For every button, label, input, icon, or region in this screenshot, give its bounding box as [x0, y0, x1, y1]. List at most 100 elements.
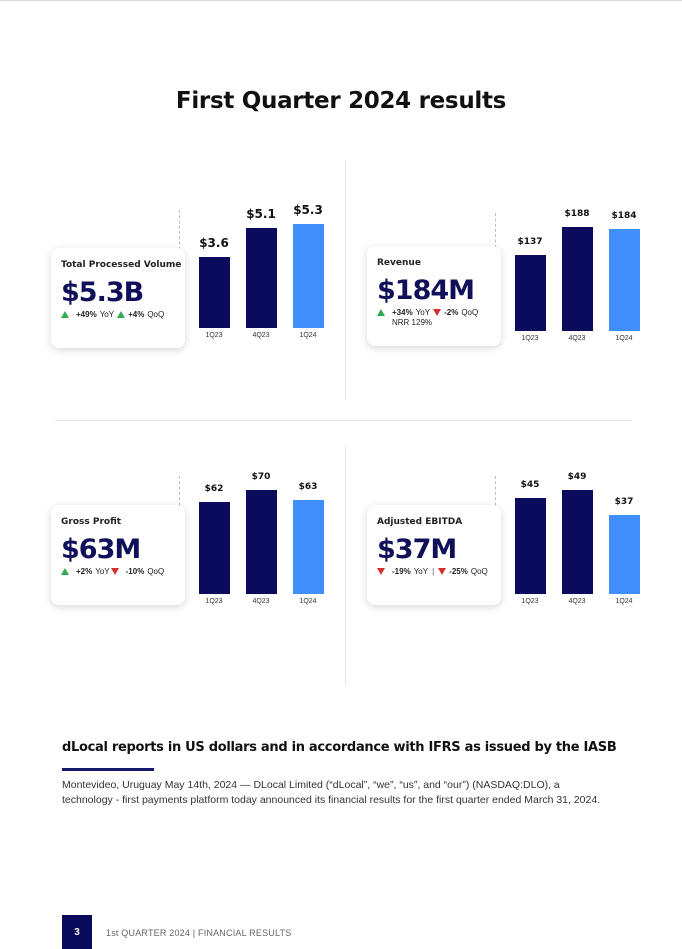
kpi-card: Gross Profit $63M +2% YoY -10% QoQ: [51, 505, 185, 605]
kpi-value: $37M: [377, 534, 457, 565]
separator: |: [432, 566, 435, 576]
qoq-label: QoQ: [470, 566, 488, 576]
kpi-changes: +2% YoY -10% QoQ: [61, 567, 175, 576]
yoy-label: YoY: [99, 309, 115, 319]
kpi-label: Total Processed Volume: [61, 260, 182, 270]
triangle-down-icon: [433, 308, 442, 316]
kpi-card: Adjusted EBITDA $37M -19% YoY | -25% QoQ: [367, 505, 501, 605]
yoy-label: YoY: [415, 307, 431, 317]
kpi-panel-revenue: Revenue $184M +34% YoY -2% QoQ NRR 129% …: [367, 201, 667, 421]
bar-category-label: 4Q23: [568, 335, 586, 342]
panel-dash: [495, 476, 496, 516]
bar-chart-adjusted-ebitda: $45 $49 $37 1Q23 4Q23 1Q24: [515, 464, 675, 664]
bar-category-label: 1Q24: [615, 335, 633, 342]
bar-chart-gross-profit: $62 $70 $63 1Q23 4Q23 1Q24: [199, 464, 359, 664]
bar-value-label: $5.1: [246, 207, 276, 221]
triangle-down-icon: [377, 567, 385, 575]
yoy-label: YoY: [95, 566, 110, 576]
bar-1q24: [609, 515, 640, 594]
kpi-panel-adjusted-ebitda: Adjusted EBITDA $37M -19% YoY | -25% QoQ…: [367, 464, 667, 684]
intro-paragraph: Montevideo, Uruguay May 14th, 2024 — DLo…: [62, 779, 601, 806]
bar-1q23: [199, 502, 230, 594]
bar-value-label: $184: [611, 211, 637, 221]
bar-value-label: $70: [251, 472, 271, 482]
triangle-up-icon: [61, 310, 69, 318]
yoy-value: +2%: [76, 566, 93, 576]
panel-dash: [179, 210, 180, 250]
bar-category-label: 1Q24: [299, 332, 317, 339]
kpi-card: Revenue $184M +34% YoY -2% QoQ NRR 129%: [367, 246, 501, 346]
yoy-value: +34%: [392, 307, 413, 317]
kpi-label: Revenue: [377, 258, 421, 268]
bar-1q24: [293, 224, 324, 328]
bar-category-label: 1Q24: [615, 598, 633, 605]
yoy-value: -19%: [392, 566, 411, 576]
triangle-down-icon: [110, 567, 119, 575]
bar-value-label: $5.3: [293, 203, 323, 217]
kpi-value: $63M: [61, 534, 141, 565]
bar-category-label: 4Q23: [568, 598, 586, 605]
bar-4q23: [246, 228, 277, 328]
triangle-up-icon: [117, 310, 126, 318]
kpi-value: $5.3B: [61, 277, 144, 308]
kpi-changes: -19% YoY | -25% QoQ: [377, 567, 491, 576]
page-title: First Quarter 2024 results: [175, 88, 507, 114]
bar-category-label: 4Q23: [252, 332, 270, 339]
kpi-label: Gross Profit: [61, 517, 122, 527]
bar-category-label: 1Q23: [521, 598, 539, 605]
page-number: 3: [62, 915, 92, 949]
bar-1q23: [515, 255, 546, 331]
kpi-changes: +49% YoY +4% QoQ: [61, 310, 175, 319]
nrr-label: NRR 129%: [392, 317, 433, 327]
bar-value-label: $188: [564, 209, 590, 219]
qoq-value: +4%: [128, 309, 145, 319]
vertical-divider-bottom: [345, 445, 346, 685]
kpi-panel-gross-profit: Gross Profit $63M +2% YoY -10% QoQ $62 $…: [51, 464, 351, 684]
bar-category-label: 1Q23: [521, 335, 539, 342]
bar-1q23: [199, 257, 230, 328]
bar-value-label: $49: [567, 472, 587, 482]
qoq-label: QoQ: [147, 566, 165, 576]
kpi-changes: +34% YoY -2% QoQ: [377, 308, 491, 317]
triangle-up-icon: [377, 308, 385, 316]
qoq-value: -2%: [444, 307, 459, 317]
kpi-panel-tpv: Total Processed Volume $5.3B +49% YoY +4…: [51, 198, 351, 418]
bar-value-label: $37: [614, 497, 634, 507]
horizontal-divider: [55, 420, 632, 421]
kpi-card: Total Processed Volume $5.3B +49% YoY +4…: [51, 248, 185, 348]
bar-4q23: [246, 490, 277, 594]
bar-category-label: 4Q23: [252, 598, 270, 605]
vertical-divider-top: [345, 160, 346, 400]
qoq-label: QoQ: [461, 307, 479, 317]
bar-chart-tpv: $3.6 $5.1 $5.3 1Q23 4Q23 1Q24: [199, 198, 359, 398]
yoy-value: +49%: [76, 309, 97, 319]
bar-value-label: $45: [520, 480, 540, 490]
qoq-value: -25%: [449, 566, 468, 576]
bar-category-label: 1Q24: [299, 598, 317, 605]
bar-4q23: [562, 227, 593, 331]
bar-value-label: $62: [204, 484, 224, 494]
heading-rule: [62, 768, 154, 771]
yoy-label: YoY: [413, 566, 429, 576]
bar-1q24: [293, 500, 324, 594]
bar-category-label: 1Q23: [205, 598, 223, 605]
triangle-up-icon: [61, 567, 69, 575]
bar-1q24: [609, 229, 640, 331]
panel-dash: [495, 213, 496, 253]
bar-value-label: $137: [517, 237, 543, 247]
top-rule: [0, 0, 682, 1]
panel-dash: [179, 476, 180, 516]
footer-text: 1st QUARTER 2024 | FINANCIAL RESULTS: [106, 928, 292, 938]
qoq-label: QoQ: [147, 309, 165, 319]
bar-value-label: $63: [298, 482, 318, 492]
section-heading: dLocal reports in US dollars and in acco…: [62, 740, 617, 755]
kpi-value: $184M: [377, 275, 475, 306]
bar-1q23: [515, 498, 546, 594]
kpi-label: Adjusted EBITDA: [377, 517, 463, 527]
bar-value-label: $3.6: [199, 236, 229, 250]
bar-category-label: 1Q23: [205, 332, 223, 339]
qoq-value: -10%: [125, 566, 145, 576]
bar-chart-revenue: $137 $188 $184 1Q23 4Q23 1Q24: [515, 201, 675, 401]
triangle-down-icon: [438, 567, 447, 575]
bar-4q23: [562, 490, 593, 594]
